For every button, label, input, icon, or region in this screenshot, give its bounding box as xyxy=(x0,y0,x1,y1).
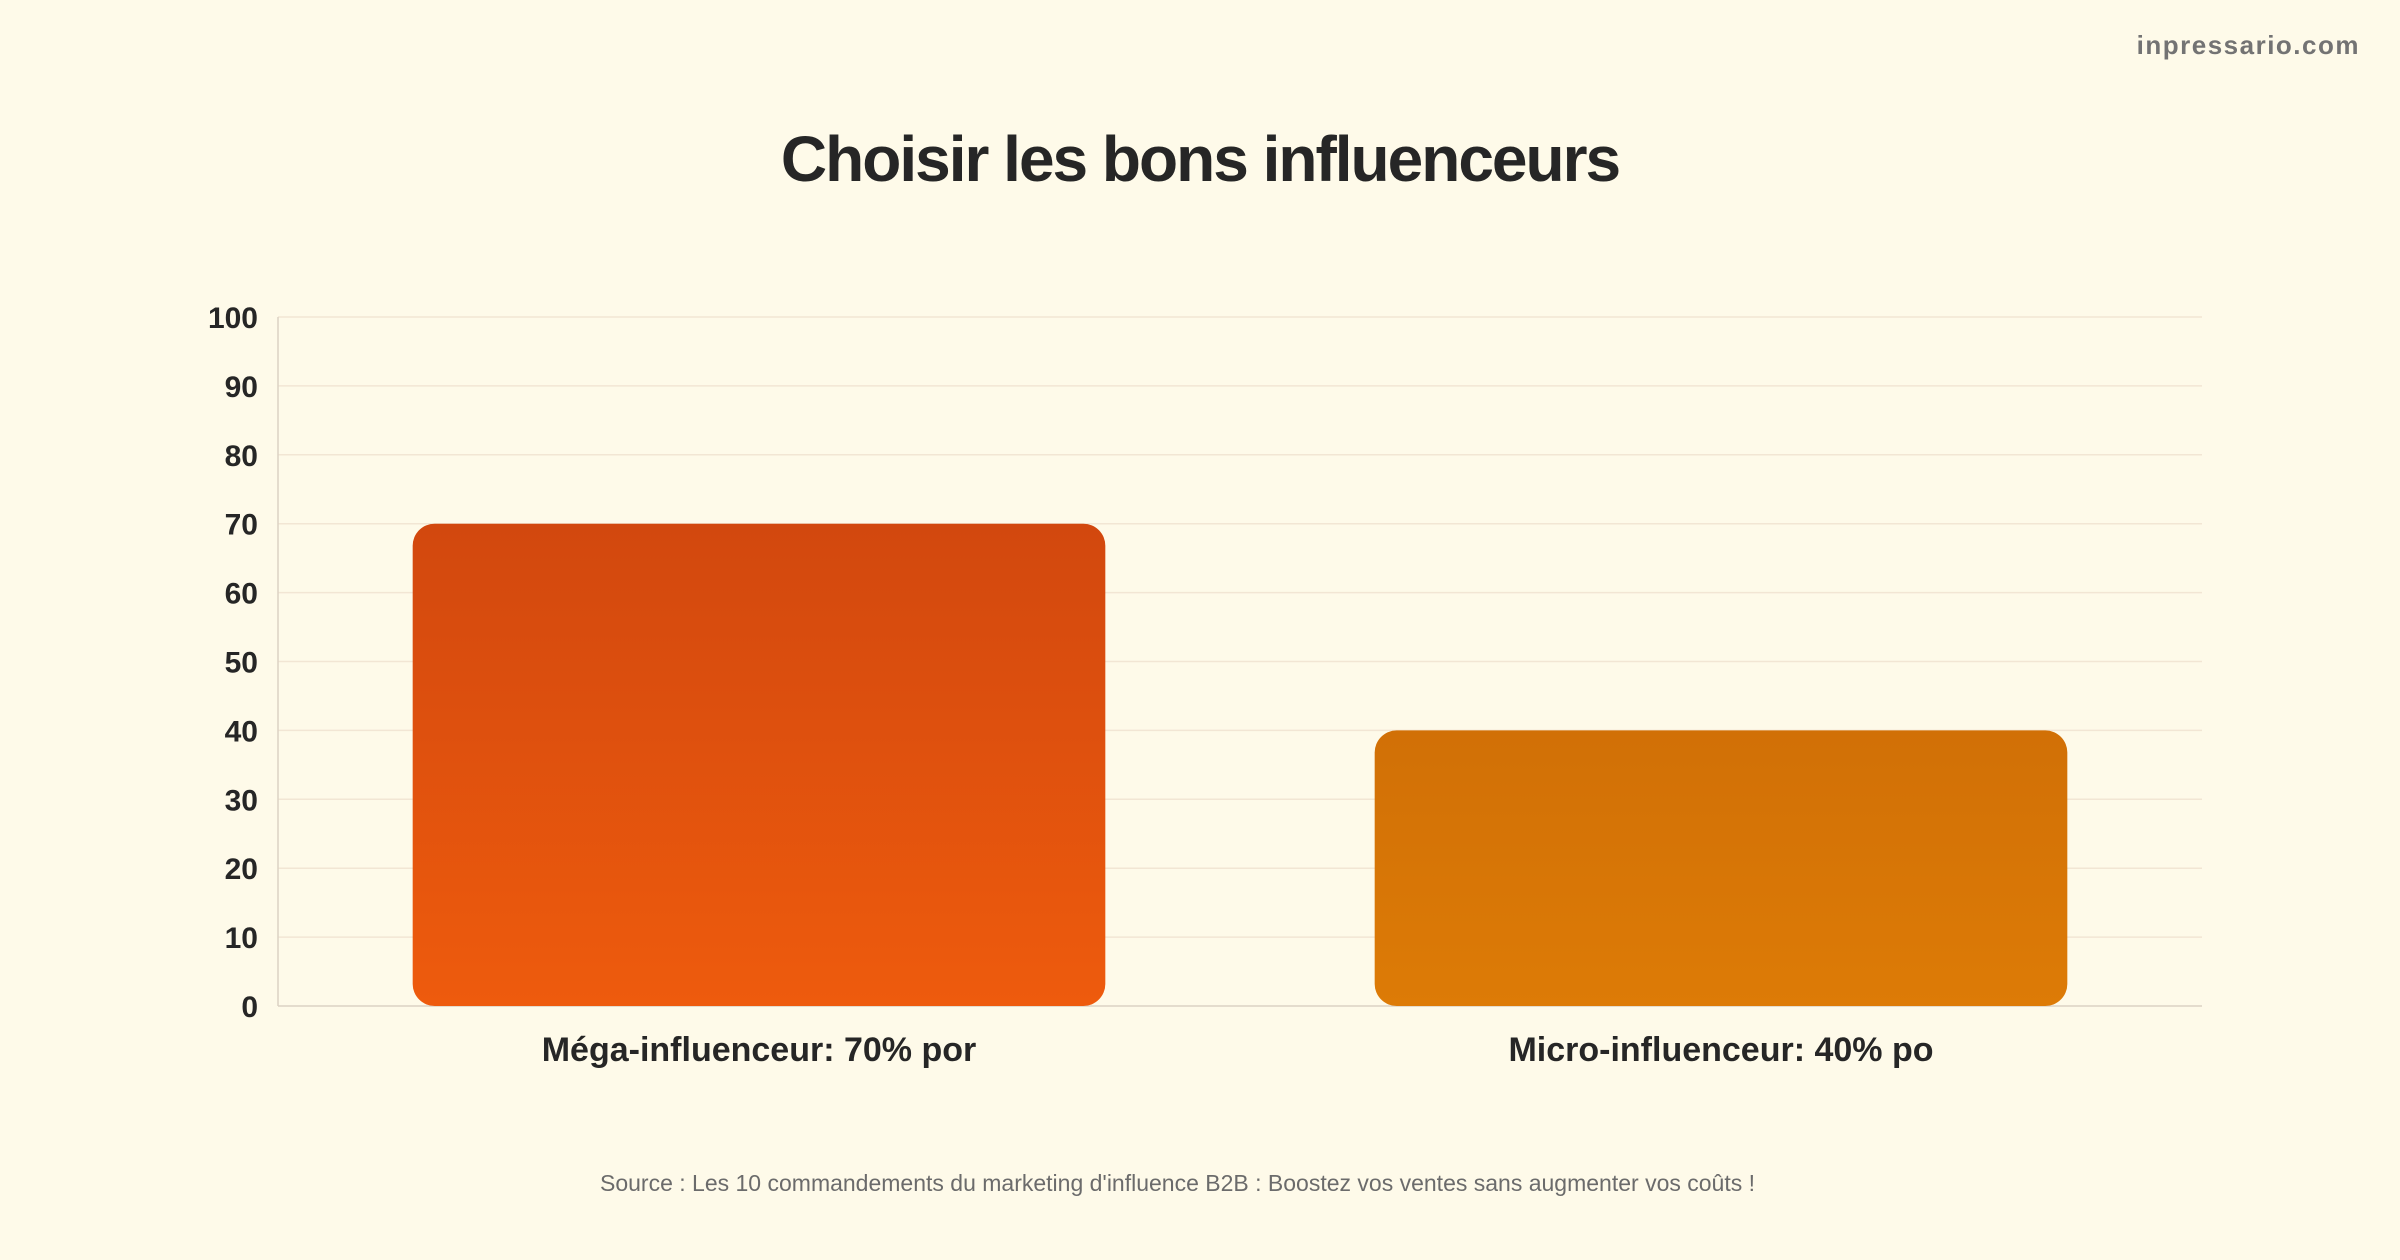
y-tick-label: 60 xyxy=(225,578,258,611)
chart-title: Choisir les bons influenceurs xyxy=(780,123,1621,195)
x-tick-label: Méga-influenceur: 70% por xyxy=(542,1031,977,1069)
bar-2 xyxy=(1374,730,2068,1006)
brand-watermark: inpressario.com xyxy=(2136,30,2360,60)
y-tick-label: 90 xyxy=(225,371,258,404)
y-tick-label: 30 xyxy=(225,784,258,817)
y-tick-labels: 0 10 20 30 40 50 60 70 80 90 100 xyxy=(208,302,258,1024)
y-tick-label: 20 xyxy=(225,853,258,886)
y-tick-label: 40 xyxy=(225,715,258,748)
y-tick-label: 10 xyxy=(225,922,258,955)
y-tick-label: 80 xyxy=(225,440,258,473)
y-tick-label: 50 xyxy=(225,647,258,680)
bar-1 xyxy=(412,523,1106,1006)
y-tick-label: 100 xyxy=(208,302,258,335)
y-tick-label: 70 xyxy=(225,509,258,542)
y-tick-label: 0 xyxy=(241,991,258,1024)
bars xyxy=(412,523,2068,1006)
x-tick-label: Micro-influenceur: 40% po xyxy=(1508,1031,1933,1069)
x-tick-labels: Méga-influenceur: 70% por Micro-influence… xyxy=(542,1031,1934,1069)
source-note: Source : Les 10 commandements du marketi… xyxy=(600,1170,1756,1196)
